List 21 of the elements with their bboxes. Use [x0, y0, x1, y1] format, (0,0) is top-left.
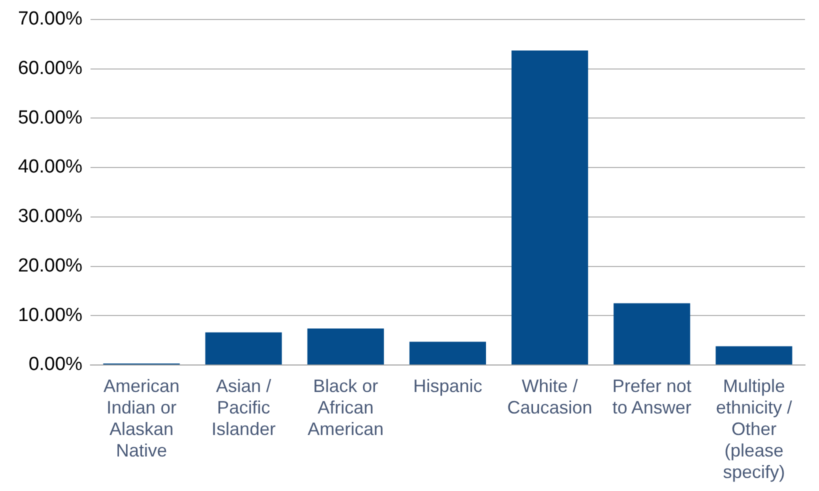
bar — [205, 332, 282, 364]
y-tick-label: 20.00% — [18, 255, 83, 276]
y-tick-label: 50.00% — [18, 107, 83, 128]
y-tick-label: 60.00% — [18, 58, 83, 80]
x-tick-label: Black or African American — [308, 376, 384, 439]
y-tick-label: 40.00% — [18, 156, 83, 178]
bar — [614, 303, 690, 364]
bar — [512, 50, 588, 364]
x-tick-label: Hispanic — [413, 376, 482, 396]
x-tick-label: American Indian or Alaskan Native — [103, 376, 180, 461]
bar — [716, 346, 792, 364]
y-tick-label: 30.00% — [18, 206, 83, 228]
y-tick-label: 10.00% — [18, 304, 83, 326]
bar — [307, 328, 384, 364]
x-tick-label: White / Caucasion — [507, 376, 592, 418]
y-tick-label: 70.00% — [18, 8, 83, 30]
x-tick-label: Multiple ethnicity / Other (please specify) — [716, 376, 792, 482]
x-tick-label: Prefer not to Answer — [612, 376, 692, 418]
y-tick-label: 0.00% — [28, 354, 83, 376]
bar — [409, 342, 486, 364]
x-tick-label: Asian / Pacific Islander — [212, 376, 276, 439]
